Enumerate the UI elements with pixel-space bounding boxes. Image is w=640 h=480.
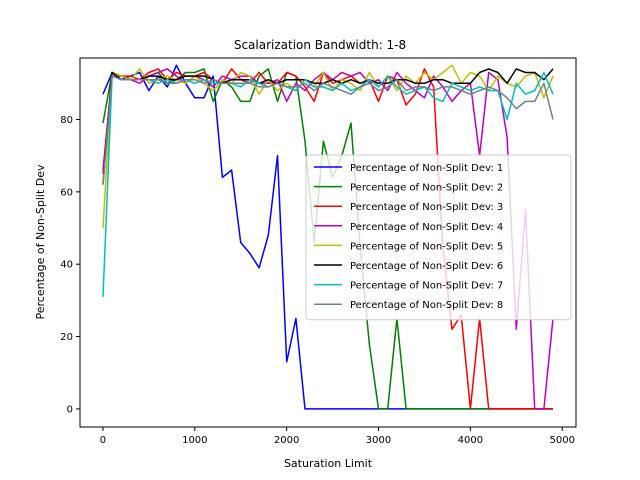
- y-tick-label: 40: [60, 260, 73, 271]
- x-axis-label: Saturation Limit: [284, 457, 373, 470]
- x-tick-label: 3000: [366, 435, 391, 446]
- legend-label-1: Percentage of Non-Split Dev: 1: [350, 163, 503, 174]
- legend-label-6: Percentage of Non-Split Dev: 6: [350, 261, 503, 272]
- legend-label-5: Percentage of Non-Split Dev: 5: [350, 241, 503, 252]
- y-tick-label: 20: [60, 332, 73, 343]
- y-tick-label: 80: [60, 115, 73, 126]
- legend-box: [305, 154, 572, 321]
- legend-label-3: Percentage of Non-Split Dev: 3: [350, 202, 503, 213]
- x-tick-label: 4000: [458, 435, 483, 446]
- y-axis-label: Percentage of Non-Split Dev: [34, 164, 47, 320]
- plot-frame: [79, 57, 577, 428]
- y-tick-label: 0: [67, 404, 73, 415]
- y-axis-ticks: 0 20 40 60 80: [60, 115, 80, 415]
- legend-label-2: Percentage of Non-Split Dev: 2: [350, 183, 503, 194]
- series-line-8: [102, 75, 554, 185]
- x-tick-label: 2000: [274, 435, 299, 446]
- x-tick-label: 5000: [549, 435, 574, 446]
- x-axis-ticks: 0 1000 2000 3000 4000 5000: [100, 427, 575, 446]
- chart-title: Scalarization Bandwidth: 1-8: [234, 38, 406, 52]
- series-line-3: [102, 68, 553, 410]
- legend-label-4: Percentage of Non-Split Dev: 4: [350, 222, 503, 233]
- legend-label-8: Percentage of Non-Split Dev: 8: [350, 300, 503, 311]
- x-tick-label: 1000: [182, 435, 207, 446]
- y-tick-label: 60: [60, 187, 73, 198]
- legend-label-7: Percentage of Non-Split Dev: 7: [350, 281, 503, 292]
- legend: Percentage of Non-Split Dev: 1 Percentage…: [305, 154, 572, 321]
- series-line-6: [102, 68, 554, 185]
- x-tick-label: 0: [100, 435, 106, 446]
- series-line-4: [102, 68, 554, 410]
